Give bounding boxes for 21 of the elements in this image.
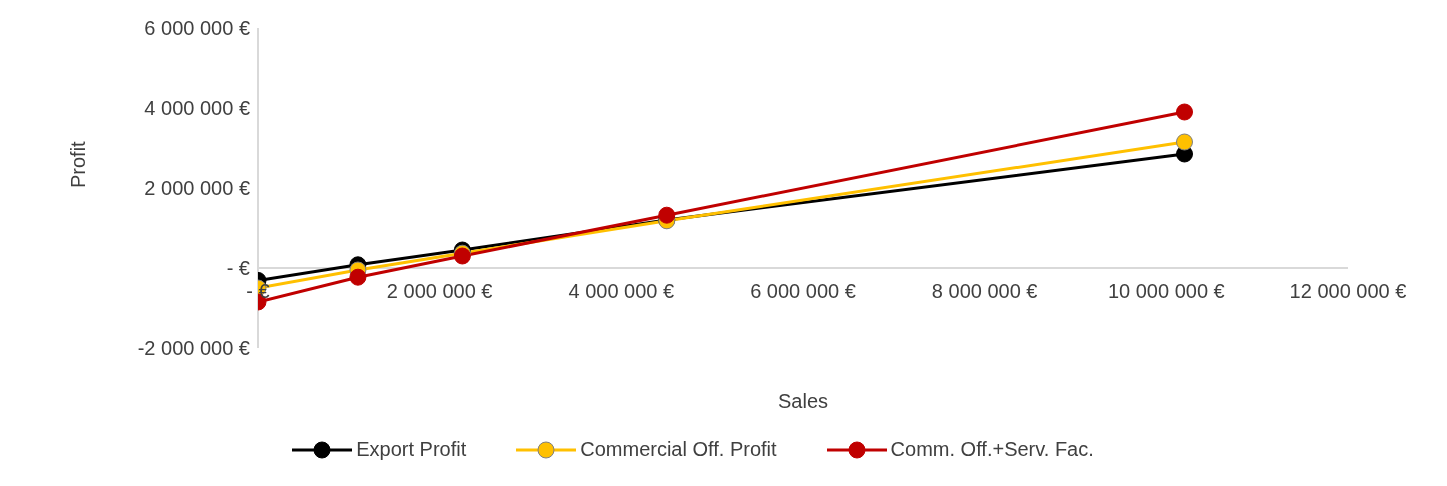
y-tick-label: -2 000 000 € [137,337,250,360]
point [349,268,367,286]
point [1176,103,1193,121]
x-tick-label: 12 000 000 € [1289,280,1407,302]
point [1176,133,1193,151]
y-tick-label: 4 000 000 € [144,97,250,120]
y-axis-title: Profit [67,140,90,188]
y-tick-label: 2 000 000 € [144,177,250,200]
x-tick-label: 2 000 000 € [386,280,493,302]
x-tick-label: - € [246,280,270,302]
point [658,206,676,224]
legend-label: Commercial Off. Profit [579,438,777,461]
legend-label: Export Profit [355,438,467,461]
x-tick-label: 4 000 000 € [568,280,675,302]
y-tick-label: - € [226,257,250,280]
legend-label: Comm. Off.+Serv. Fac. [889,438,1094,461]
y-tick-label: 6 000 000 € [144,17,250,40]
x-tick-label: 6 000 000 € [750,280,856,302]
x-axis-title: Sales [777,390,829,412]
x-tick-label: 8 000 000 € [931,280,1038,302]
x-tick-label: 10 000 000 € [1107,280,1225,302]
